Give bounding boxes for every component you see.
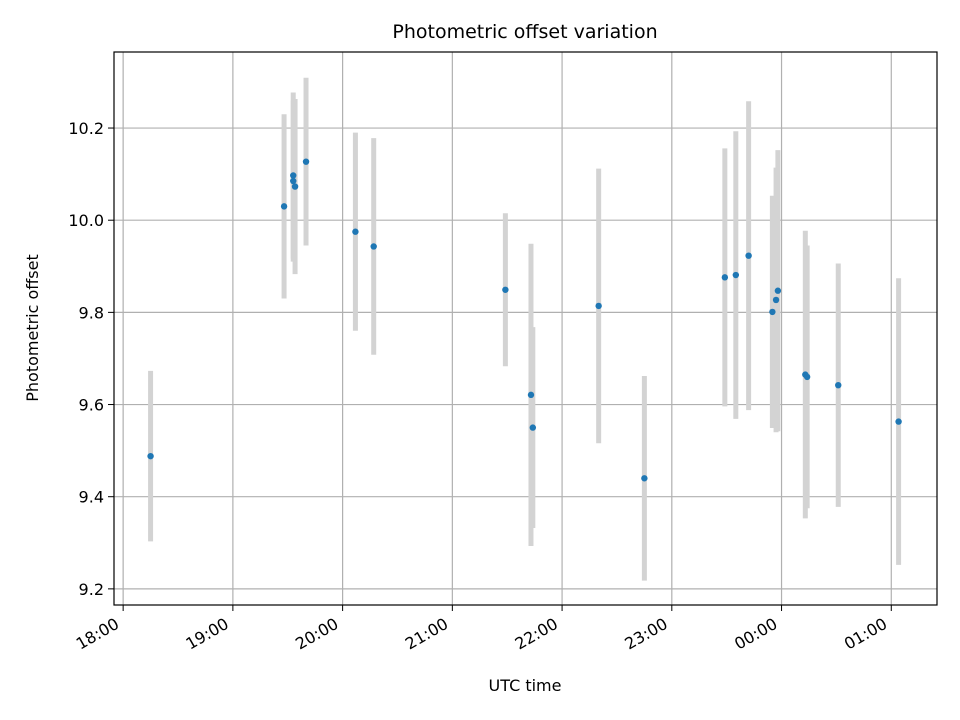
data-point	[290, 177, 297, 185]
data-point	[527, 391, 535, 399]
data-point	[370, 243, 377, 250]
x-axis-label: UTC time	[489, 676, 562, 695]
data-point	[280, 203, 288, 210]
data-point	[895, 418, 902, 425]
data-point	[835, 381, 842, 389]
y-tick-label: 9.6	[79, 396, 104, 415]
data-point	[803, 373, 811, 381]
data-point	[302, 158, 310, 165]
data-point	[290, 172, 297, 179]
y-tick-label: 10.2	[68, 119, 104, 138]
data-point	[291, 183, 299, 190]
gridlines	[114, 52, 937, 605]
y-tick-label: 9.2	[79, 580, 104, 599]
plot-frame	[113, 51, 938, 606]
data-point	[641, 475, 648, 482]
data-point	[502, 286, 509, 293]
data-point	[769, 308, 776, 316]
data-point	[595, 302, 602, 310]
data-points	[147, 158, 902, 482]
data-point	[529, 424, 537, 431]
data-point	[732, 271, 740, 279]
data-point	[774, 287, 782, 294]
data-point	[147, 452, 154, 460]
chart-title: Photometric offset variation	[392, 21, 657, 43]
y-tick-label: 9.8	[79, 303, 104, 322]
data-point	[745, 252, 752, 259]
data-point	[352, 228, 359, 235]
data-point	[721, 274, 729, 281]
y-tick-label: 9.4	[79, 488, 104, 507]
y-tick-label: 10.0	[68, 211, 104, 230]
y-axis-ticks: 9.2 9.4 9.6 9.8 10.0 10.2	[68, 119, 114, 599]
data-point	[772, 296, 780, 304]
y-axis-label: Photometric offset	[23, 254, 42, 402]
